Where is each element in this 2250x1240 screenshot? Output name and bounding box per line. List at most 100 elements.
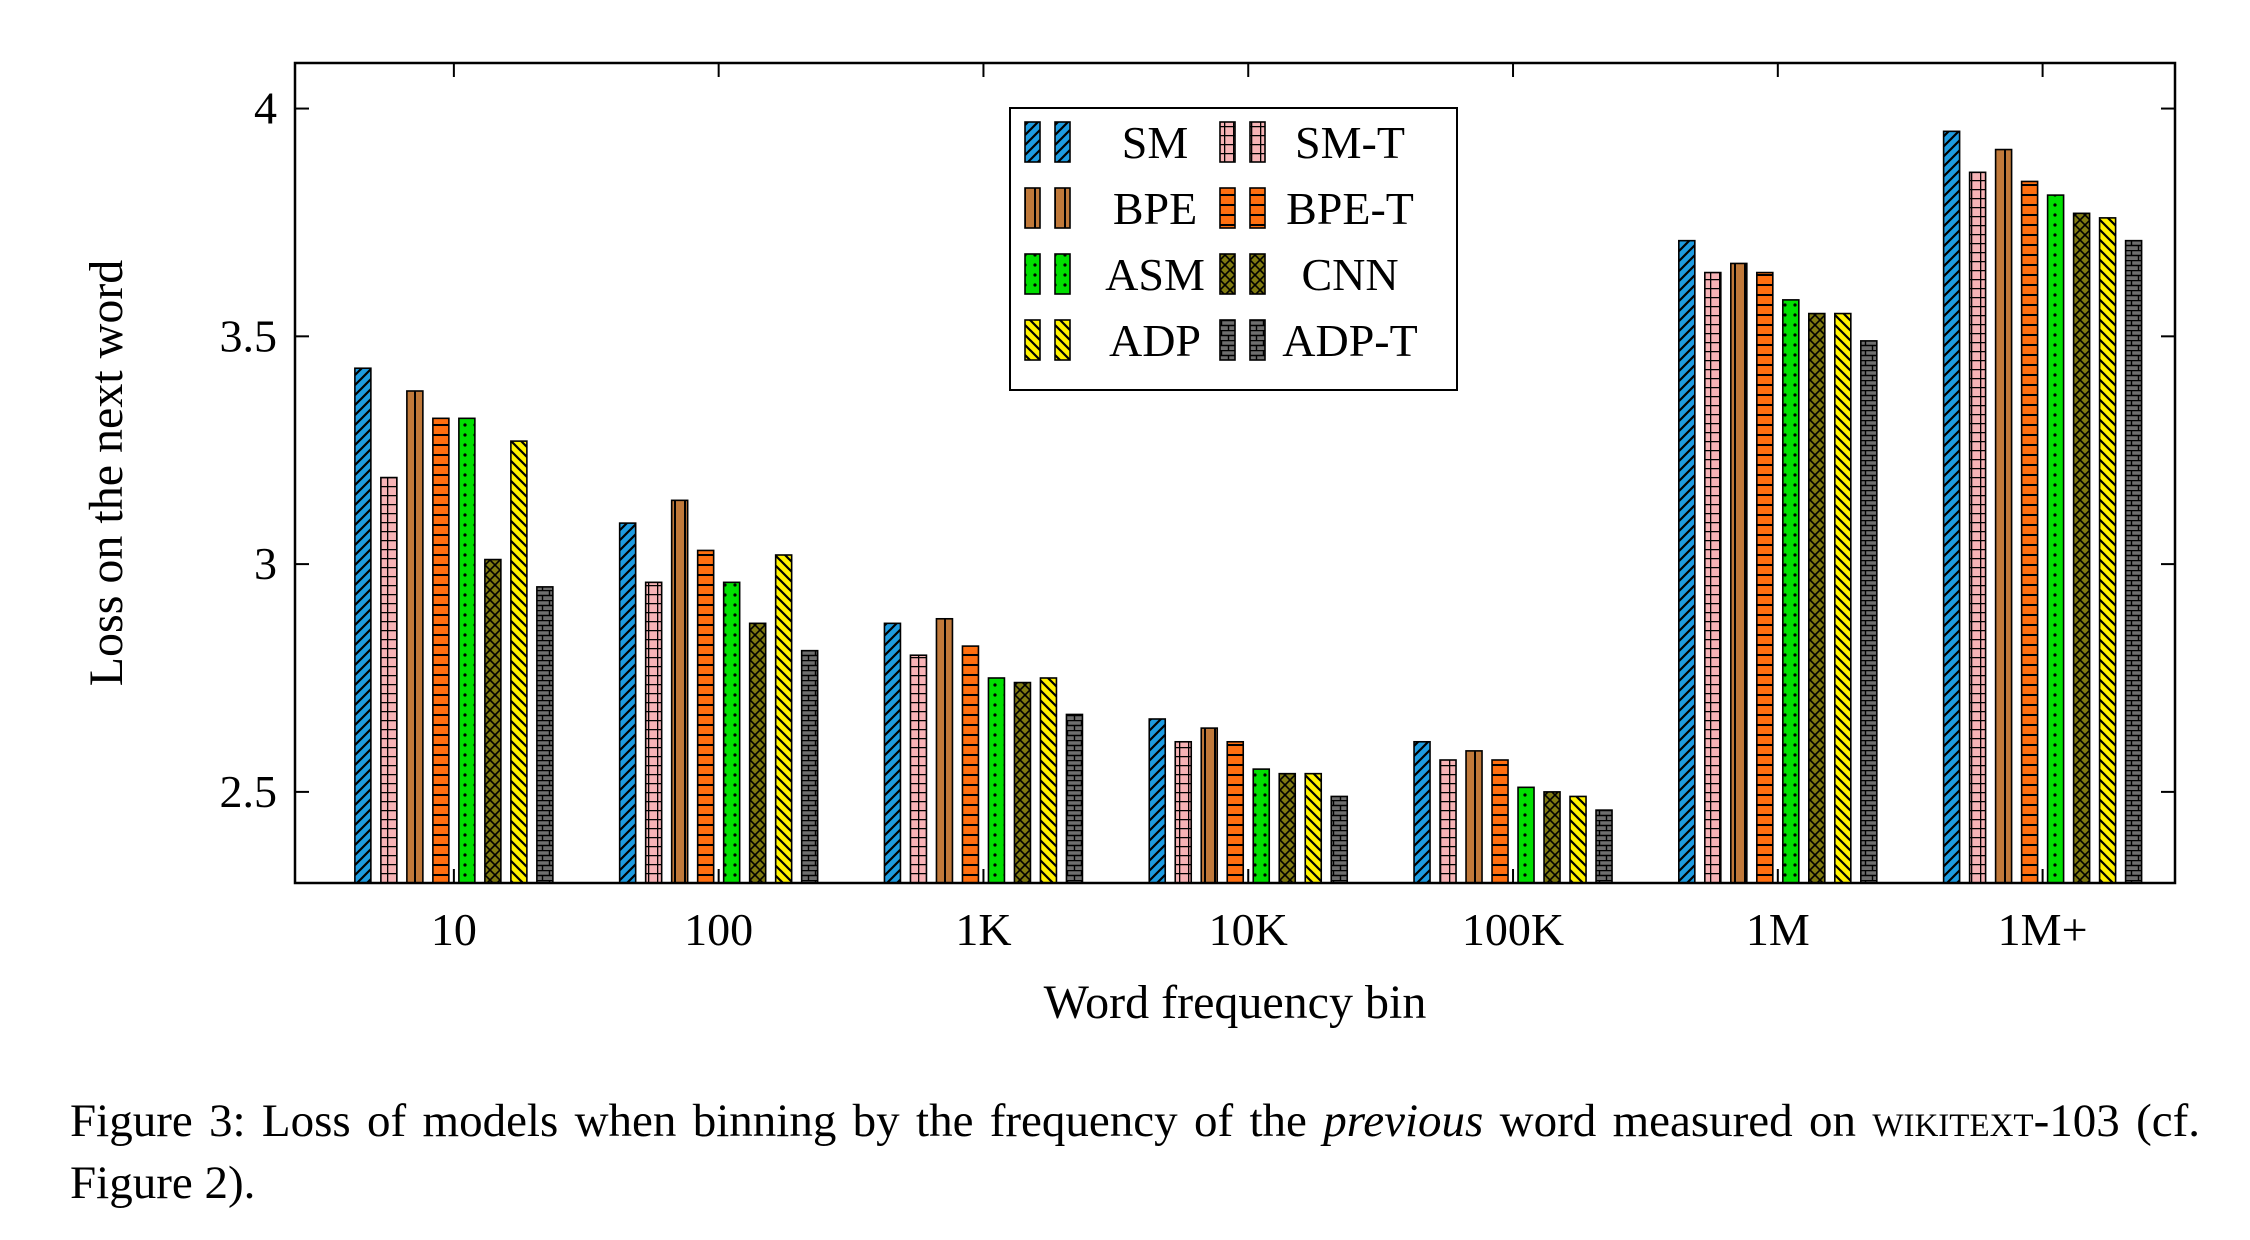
legend-swatch-cnn bbox=[1249, 253, 1266, 295]
caption-dataset: wikitext bbox=[1872, 1095, 2034, 1147]
legend-item-adp: ADP bbox=[1024, 315, 1201, 366]
legend-swatch-bpe bbox=[1024, 187, 1041, 229]
y-tick-label: 3 bbox=[254, 538, 277, 589]
bar-asm-100 bbox=[722, 581, 741, 884]
bar-cnn-1mplus bbox=[2072, 212, 2091, 884]
legend-label-bpe: BPE bbox=[1113, 183, 1197, 234]
caption-middle: word measured on bbox=[1483, 1095, 1873, 1147]
legend-swatch-bpe bbox=[1054, 187, 1071, 229]
x-tick-label: 100K bbox=[1462, 904, 1564, 955]
legend-item-cnn: CNN bbox=[1219, 249, 1399, 300]
y-tick-label: 3.5 bbox=[220, 310, 278, 361]
bar-bpe-1k bbox=[935, 617, 954, 884]
bar-adp-t-100 bbox=[800, 649, 819, 884]
legend-label-cnn: CNN bbox=[1301, 249, 1398, 300]
legend-label-sm: SM bbox=[1122, 117, 1188, 168]
bar-bpe-1m bbox=[1730, 262, 1748, 884]
x-tick-label: 10K bbox=[1209, 904, 1288, 955]
legend-swatch-sm bbox=[1054, 121, 1071, 163]
plot-frame bbox=[293, 61, 2177, 885]
legend-label-adp: ADP bbox=[1109, 315, 1201, 366]
bar-adp-t-100k bbox=[1595, 809, 1613, 884]
bar-sm-t-10k bbox=[1174, 740, 1193, 884]
legend-swatch-bpe-t bbox=[1249, 187, 1266, 229]
bar-sm-1mplus bbox=[1942, 130, 1961, 884]
x-axis-label: Word frequency bin bbox=[1044, 976, 1427, 1029]
bar-sm-t-1m bbox=[1704, 271, 1722, 884]
bar-cnn-10k bbox=[1278, 772, 1297, 884]
legend-item-asm: ASM bbox=[1024, 249, 1205, 300]
bar-bpe-t-10k bbox=[1226, 740, 1245, 884]
bar-sm-10 bbox=[354, 367, 372, 884]
bar-cnn-10 bbox=[484, 558, 502, 884]
bar-bpe-t-10 bbox=[432, 417, 450, 884]
legend-item-adp-t: ADP-T bbox=[1219, 315, 1418, 366]
bar-sm-t-100 bbox=[644, 581, 663, 884]
bar-cnn-1m bbox=[1808, 312, 1826, 884]
bar-asm-1m bbox=[1782, 299, 1800, 884]
legend-swatch-adp-t bbox=[1219, 319, 1236, 361]
y-tick-label: 2.5 bbox=[220, 766, 278, 817]
bar-bpe-10k bbox=[1200, 727, 1219, 884]
legend-item-bpe: BPE bbox=[1024, 183, 1197, 234]
caption-emphasis: previous bbox=[1323, 1095, 1484, 1147]
x-tick-label: 1M+ bbox=[1998, 904, 2088, 955]
legend-swatch-adp bbox=[1054, 319, 1071, 361]
bar-adp-t-1mplus bbox=[2124, 239, 2143, 884]
x-tick-label: 1M bbox=[1746, 904, 1810, 955]
legend-swatch-sm-t bbox=[1219, 121, 1236, 163]
legend: SM SM-T BPE BPE-T ASM CNN ADP ADP-T bbox=[1009, 107, 1458, 391]
legend-item-bpe-t: BPE-T bbox=[1219, 183, 1414, 234]
bar-adp-t-10 bbox=[536, 586, 554, 884]
bar-sm-100 bbox=[618, 522, 637, 884]
legend-swatch-adp-t bbox=[1249, 319, 1266, 361]
bar-adp-1mplus bbox=[2098, 217, 2117, 884]
bar-sm-t-10 bbox=[380, 476, 398, 884]
bar-adp-t-1k bbox=[1065, 713, 1084, 884]
x-tick-label: 10 bbox=[431, 904, 477, 955]
legend-label-bpe-t: BPE-T bbox=[1286, 183, 1414, 234]
bar-cnn-100 bbox=[748, 622, 767, 884]
x-tick-label: 100 bbox=[684, 904, 753, 955]
legend-label-sm-t: SM-T bbox=[1295, 117, 1405, 168]
bar-adp-100 bbox=[774, 554, 793, 884]
y-tick-label: 4 bbox=[254, 83, 277, 134]
bar-bpe-10 bbox=[406, 390, 424, 884]
bar-asm-100k bbox=[1517, 786, 1535, 884]
bar-adp-100k bbox=[1569, 795, 1587, 884]
bar-adp-10k bbox=[1304, 772, 1323, 884]
bar-bpe-100k bbox=[1465, 750, 1483, 884]
ticks-layer bbox=[295, 63, 2175, 883]
legend-swatch-asm bbox=[1024, 253, 1041, 295]
bar-bpe-t-100k bbox=[1491, 759, 1509, 884]
bar-bpe-t-1m bbox=[1756, 271, 1774, 884]
bar-sm-t-100k bbox=[1439, 759, 1457, 884]
bar-bpe-1mplus bbox=[1994, 148, 2013, 884]
y-axis-label: Loss on the next word bbox=[80, 260, 133, 687]
bar-sm-t-1mplus bbox=[1968, 171, 1987, 884]
bar-asm-1k bbox=[987, 677, 1006, 884]
bar-asm-10k bbox=[1252, 768, 1271, 884]
tick-labels: 2.5 3 3.5 4 10 100 1K 10K 100K 1M 1M+ bbox=[220, 83, 2088, 955]
bar-bpe-100 bbox=[670, 499, 689, 884]
legend-item-sm-t: SM-T bbox=[1219, 117, 1405, 168]
bar-adp-10 bbox=[510, 440, 528, 884]
caption-prefix: Figure 3: Loss of models when binning by… bbox=[70, 1095, 1324, 1147]
bar-adp-1k bbox=[1039, 677, 1058, 884]
legend-label-adp-t: ADP-T bbox=[1282, 315, 1417, 366]
bar-cnn-100k bbox=[1543, 791, 1561, 884]
bar-sm-1m bbox=[1678, 239, 1696, 884]
bar-sm-t-1k bbox=[909, 654, 928, 884]
bar-cnn-1k bbox=[1013, 681, 1032, 884]
legend-swatch-adp bbox=[1024, 319, 1041, 361]
bar-asm-10 bbox=[458, 417, 476, 884]
legend-swatch-asm bbox=[1054, 253, 1071, 295]
bar-sm-100k bbox=[1413, 740, 1431, 884]
bar-adp-t-10k bbox=[1330, 795, 1349, 884]
legend-item-sm: SM bbox=[1024, 117, 1188, 168]
legend-swatch-sm-t bbox=[1249, 121, 1266, 163]
legend-swatch-bpe-t bbox=[1219, 187, 1236, 229]
legend-swatch-cnn bbox=[1219, 253, 1236, 295]
bar-adp-t-1m bbox=[1860, 340, 1878, 884]
